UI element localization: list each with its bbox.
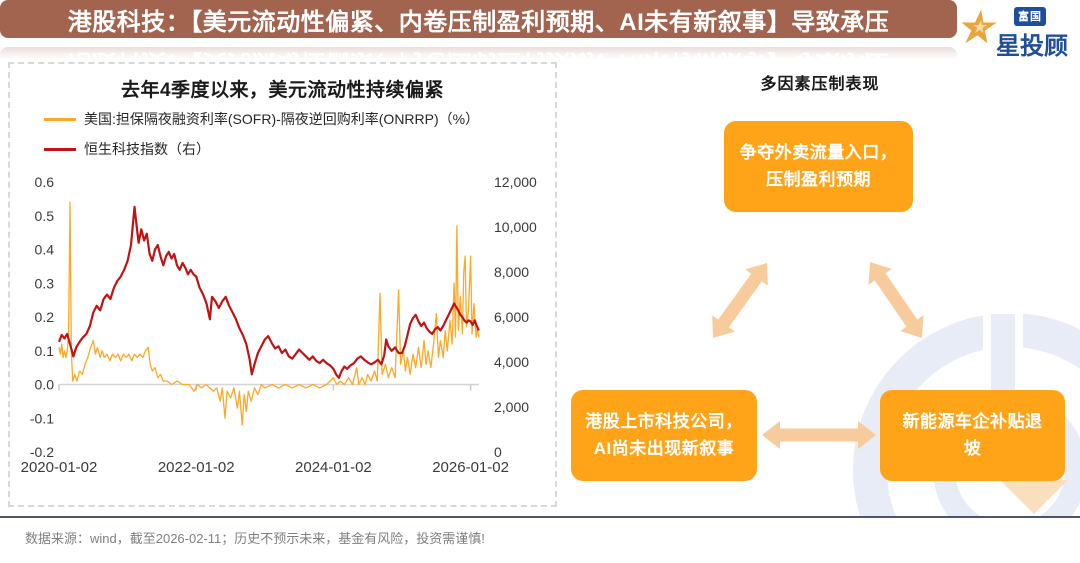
right-axis-label: 10,000 [494, 219, 537, 235]
legend-item-sofr: 美国:担保隔夜融资利率(SOFR)-隔夜逆回购利率(ONRRP)（%） [44, 104, 479, 134]
left-axis-label: 0.5 [35, 208, 55, 224]
brand-badge: 富国 [1014, 7, 1046, 26]
legend-label-hstech: 恒生科技指数（右） [84, 141, 210, 157]
chart-legend: 美国:担保隔夜融资利率(SOFR)-隔夜逆回购利率(ONRRP)（%） 恒生科技… [44, 104, 479, 164]
factor-arrows [712, 262, 924, 449]
source-note: 数据来源：wind，截至2026-02-11；历史不预示未来，基金有风险，投资需… [25, 531, 485, 546]
double-arrow-top-right [868, 262, 924, 338]
left-axis-label: -0.1 [30, 410, 54, 426]
brand-name: 星投顾 [996, 33, 1068, 60]
legend-item-hstech: 恒生科技指数（右） [44, 134, 479, 164]
hstech-line [57, 205, 480, 379]
dual-axis-line-chart: 0.6 0.5 0.4 0.3 0.2 0.1 0.0 -0.1 -0.2 12,000 10,00… [21, 174, 537, 476]
watermark-triangle [1000, 480, 1068, 514]
left-axis-label: 0.0 [35, 377, 55, 393]
x-axis-label: 2022-01-02 [158, 459, 235, 476]
legend-swatch-hstech [44, 147, 76, 151]
left-axis-label: 0.6 [35, 174, 55, 190]
chart-panel: 去年4季度以来，美元流动性持续偏紧 美国:担保隔夜融资利率(SOFR)-隔夜逆回… [8, 62, 557, 507]
x-axis-label: 2026-01-02 [432, 459, 509, 476]
legend-label-sofr: 美国:担保隔夜融资利率(SOFR)-隔夜逆回购利率(ONRRP)（%） [84, 111, 480, 127]
page-title: 港股科技：【美元流动性偏紧、内卷压制盈利预期、AI未有新叙事】导致承压 [67, 8, 890, 36]
left-axis-label: -0.2 [30, 444, 54, 460]
footer-divider [0, 516, 1080, 518]
double-arrow-top-left [712, 263, 768, 338]
right-axis-label: 12,000 [494, 174, 537, 190]
right-axis-label: 6,000 [494, 309, 529, 325]
double-arrow-horizontal [762, 421, 876, 449]
factors-panel-title: 多因素压制表现 [760, 76, 880, 93]
left-axis-label: 0.1 [35, 343, 55, 359]
title-bar: 港股科技：【美元流动性偏紧、内卷压制盈利预期、AI未有新叙事】导致承压 [0, 0, 957, 38]
left-axis-label: 0.2 [35, 309, 55, 325]
legend-swatch-sofr [44, 117, 76, 121]
star-inner-icon: ★ [970, 17, 990, 37]
factor-box-bottom-left: 港股上市科技公司， AI尚未出现新叙事 [571, 390, 757, 481]
x-axis-label: 2020-01-02 [21, 459, 98, 476]
sofr-line [58, 201, 480, 426]
chart-title: 去年4季度以来，美元流动性持续偏紧 [120, 80, 445, 101]
factor-box-bottom-right: 新能源车企补贴退 坡 [880, 390, 1065, 481]
x-axis-label: 2024-01-02 [295, 459, 372, 476]
factor-box-top: 争夺外卖流量入口， 压制盈利预期 [724, 121, 913, 212]
right-axis-label: 2,000 [494, 399, 529, 415]
left-axis-label: 0.4 [35, 242, 55, 258]
right-axis-label: 0 [494, 444, 502, 460]
title-bar-reflection: 港股科技：【美元流动性偏紧、内卷压制盈利预期、AI未有新叙事】导致承压 [0, 47, 957, 60]
right-axis-label: 4,000 [494, 354, 529, 370]
brand-logo: ★ ★ 富国 星投顾 [952, 1, 1078, 60]
left-axis-label: 0.3 [35, 275, 55, 291]
right-axis-label: 8,000 [494, 264, 529, 280]
